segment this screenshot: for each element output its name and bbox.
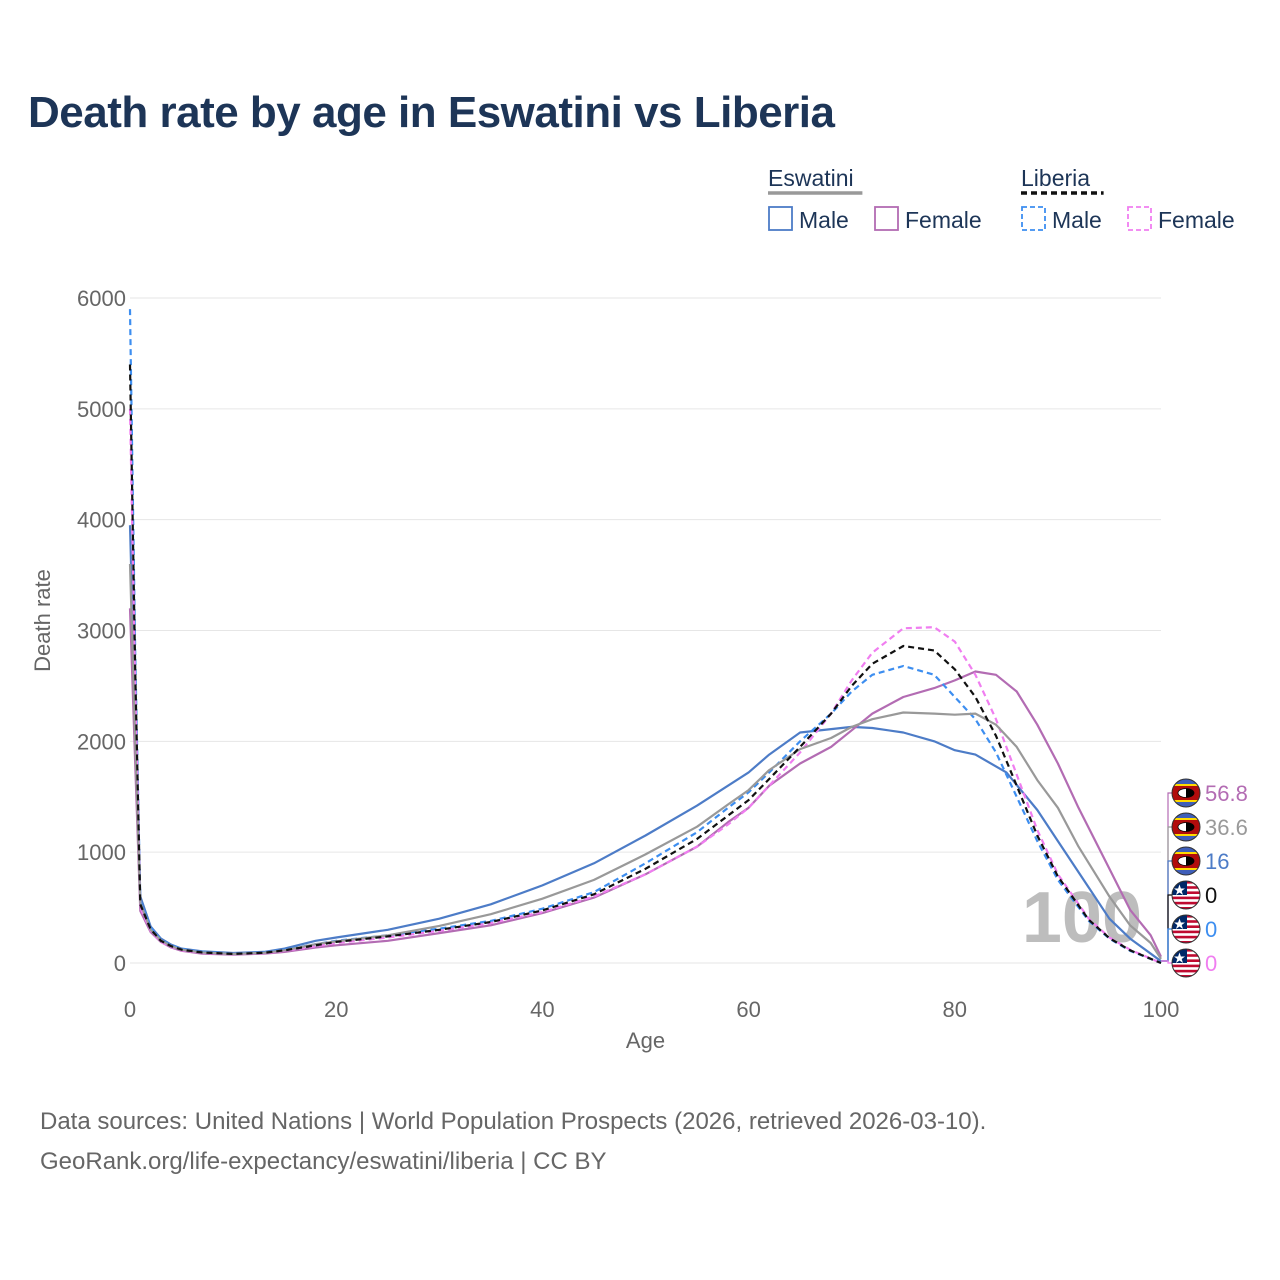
- legend-group-title: Liberia: [1021, 165, 1090, 191]
- end-value-label: 0: [1205, 883, 1217, 908]
- legend-group-eswatini: Eswatini Male Female: [768, 165, 982, 233]
- series-line-eswatini-male: [128, 525, 1162, 963]
- end-marker-liberia: 0: [1161, 948, 1217, 978]
- leader-line: [1161, 960, 1174, 964]
- y-tick-label: 4000: [77, 508, 126, 533]
- end-marker-liberia: 0: [1161, 914, 1217, 962]
- end-marker-liberia: 0: [1161, 880, 1217, 962]
- y-tick-label: 3000: [77, 619, 126, 644]
- series-line-liberia-female: [128, 408, 1162, 965]
- end-marker-eswatini: 36.6: [1161, 812, 1248, 962]
- legend-swatch-male: [1021, 206, 1046, 231]
- end-value-label: 0: [1205, 951, 1217, 976]
- liberia-flag-icon: [1172, 949, 1200, 977]
- end-value-label: 56.8: [1205, 781, 1248, 806]
- end-value-label: 0: [1205, 917, 1217, 942]
- legend-group-title: Eswatini: [768, 165, 854, 191]
- x-axis-label: Age: [626, 1028, 665, 1053]
- series-line-liberia-male: [128, 309, 1162, 965]
- y-tick-label: 5000: [77, 397, 126, 422]
- y-tick-label: 6000: [77, 286, 126, 311]
- end-value-label: 36.6: [1205, 815, 1248, 840]
- liberia-flag-icon: [1172, 915, 1200, 943]
- x-tick-label: 80: [943, 997, 967, 1022]
- x-tick-label: 100: [1143, 997, 1180, 1022]
- legend-label-female: Female: [905, 207, 982, 233]
- legend-label-female: Female: [1158, 207, 1235, 233]
- x-axis-ticks: 0 20 40 60 80 100: [124, 997, 1179, 1022]
- eswatini-flag-icon: [1172, 813, 1200, 841]
- chart-title: Death rate by age in Eswatini vs Liberia: [28, 88, 835, 137]
- y-axis-ticks: 0 1000 2000 3000 4000 5000 6000: [77, 286, 126, 976]
- y-tick-label: 1000: [77, 840, 126, 865]
- legend-swatch-female: [874, 206, 899, 231]
- x-tick-label: 20: [324, 997, 348, 1022]
- legend-label-male: Male: [799, 207, 849, 233]
- end-value-label: 16: [1205, 849, 1229, 874]
- x-tick-label: 60: [736, 997, 760, 1022]
- legend: Eswatini Male Female Liberia Male Female: [768, 165, 1235, 233]
- x-tick-label: 0: [124, 997, 136, 1022]
- series-lines: [128, 309, 1162, 965]
- x-tick-label: 40: [530, 997, 554, 1022]
- y-tick-label: 0: [114, 951, 126, 976]
- liberia-flag-icon: [1172, 881, 1200, 909]
- eswatini-flag-icon: [1172, 847, 1200, 875]
- source-line-2: GeoRank.org/life-expectancy/eswatini/lib…: [40, 1148, 607, 1175]
- y-tick-label: 2000: [77, 729, 126, 754]
- eswatini-flag-icon: [1172, 779, 1200, 807]
- leader-line: [1161, 928, 1174, 962]
- y-axis-label: Death rate: [30, 569, 55, 672]
- source-line-1: Data sources: United Nations | World Pop…: [40, 1108, 987, 1135]
- legend-label-male: Male: [1052, 207, 1102, 233]
- series-line-liberia-total: [128, 364, 1162, 965]
- legend-swatch-female: [1127, 206, 1152, 231]
- legend-group-liberia: Liberia Male Female: [1021, 165, 1235, 233]
- grid-lines: [130, 297, 1161, 964]
- series-line-eswatini-female: [128, 608, 1162, 958]
- legend-swatch-male: [768, 206, 793, 231]
- end-markers: 56.8 36.6 16 0 0 0: [1161, 778, 1248, 978]
